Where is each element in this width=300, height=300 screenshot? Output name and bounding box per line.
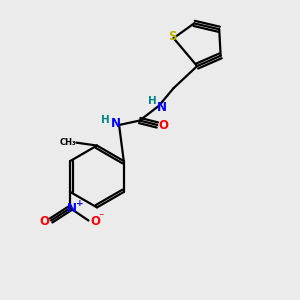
Text: H: H [148,96,157,106]
Text: +: + [76,199,83,208]
Text: N: N [67,202,77,215]
Text: CH₃: CH₃ [60,137,76,147]
Text: O: O [159,119,169,132]
Text: N: N [110,117,121,130]
Text: S: S [168,29,176,43]
Text: H: H [101,115,110,125]
Text: N: N [158,101,167,114]
Text: O: O [40,214,50,228]
Text: ⁻: ⁻ [98,212,104,222]
Text: O: O [90,214,100,228]
